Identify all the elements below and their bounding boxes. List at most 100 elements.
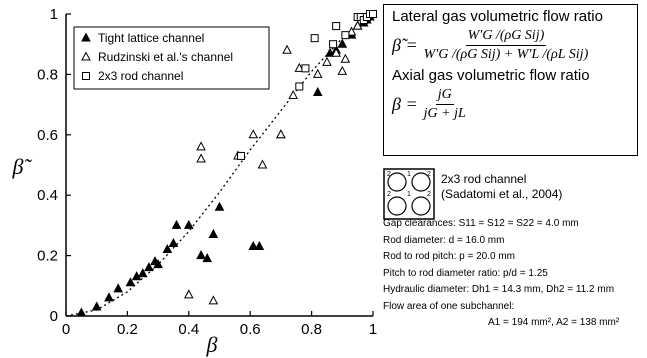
spec-gap-clearances: Gap clearances: S11 = S12 = S22 = 4.0 mm [383, 218, 579, 229]
rudzinski-point [337, 65, 348, 75]
rudzinski-point [196, 141, 206, 151]
formula-box: Lateral gas volumetric flow ratio β̃ = W… [383, 4, 638, 156]
tight-lattice-point [248, 240, 259, 251]
legend-label-2x3: 2x3 rod channel [98, 69, 183, 83]
rod-2x3-point [236, 151, 245, 160]
rudzinski-point [331, 47, 341, 57]
x-tick-label: 0.4 [178, 321, 199, 338]
tight-lattice-point [153, 259, 163, 269]
rudzinski-point [340, 53, 351, 63]
axial-ratio-lhs: β = [392, 94, 418, 114]
x-tick-label: 1 [369, 321, 377, 338]
tight-lattice-point [113, 283, 124, 293]
tight-lattice-point [162, 243, 173, 254]
rod-2x3-point [369, 10, 377, 18]
rod-channel-diagram: 2 1 2 2 1 2 [383, 168, 435, 220]
spec-rod-pitch: Rod to rod pitch: p = 20.0 mm [383, 251, 516, 262]
axial-ratio-equation: β = jG jG + jL [392, 87, 629, 122]
rod-circle [387, 196, 407, 216]
subchannel-label: 2 [387, 191, 391, 198]
tight-lattice-point [144, 262, 154, 272]
rudzinski-point [312, 68, 323, 78]
rod-2x3-point [332, 22, 341, 31]
subchannel-label: 2 [427, 191, 431, 198]
lateral-ratio-denominator: W′G /(ρG Sij) + W′L /(ρL Sij) [423, 47, 589, 62]
tight-lattice-point [183, 219, 194, 229]
y-tick-label: 0 [50, 308, 58, 325]
tight-lattice-point [168, 237, 179, 248]
legend-label-rudzinski: Rudzinski et al.'s channel [98, 50, 233, 64]
legend-marker-rudzinski [81, 51, 91, 61]
rod-circle [411, 172, 431, 192]
rod-2x3-point [301, 64, 310, 73]
trend-line [65, 13, 374, 317]
x-tick-label: 0.6 [240, 321, 261, 338]
spec-pitch-ratio: Pitch to rod diameter ratio: p/d = 1.25 [383, 267, 548, 279]
legend-marker-2x3 [82, 72, 90, 80]
rudzinski-point [294, 62, 305, 72]
subchannel-label: 1 [407, 171, 411, 178]
tight-lattice-point [91, 301, 102, 311]
tight-lattice-point [202, 253, 213, 263]
subchannel-label: 2 [387, 171, 391, 178]
tight-lattice-point [312, 86, 323, 97]
rudzinski-point [257, 159, 268, 169]
tight-lattice-point [337, 38, 348, 48]
rudzinski-point [208, 295, 219, 305]
tight-lattice-point [76, 307, 87, 317]
y-tick-label: 0.8 [37, 66, 58, 83]
axial-ratio-denominator: jG + jL [423, 106, 466, 121]
rudzinski-point [248, 129, 259, 139]
axial-ratio-fraction: jG jG + jL [422, 87, 468, 122]
plot-area: 0 0.2 0.4 0.6 0.8 1 0 0.2 0.4 0.6 0.8 1 [37, 6, 377, 338]
rod-channel-source: (Sadatomi et al., 2004) [441, 187, 563, 201]
tight-lattice-point [254, 240, 265, 251]
tight-lattice-point [196, 250, 206, 260]
rudzinski-point [352, 20, 363, 30]
tight-lattice-point [208, 228, 219, 238]
x-tick-label: 0 [62, 321, 70, 338]
subchannel-label: 1 [407, 191, 411, 198]
tight-lattice-point [125, 277, 136, 287]
tight-lattice-point [137, 268, 148, 278]
rod-2x3-point [310, 34, 319, 43]
rod-circle [411, 196, 431, 216]
lateral-ratio-equation: β̃ = W′G /(ρG Sij) W′G /(ρG Sij) + W′L /… [392, 28, 629, 63]
legend-box [73, 26, 270, 90]
tight-lattice-point [171, 219, 182, 229]
rod-2x3-point [295, 82, 304, 91]
spec-hydraulic-diameter: Hydraulic diameter: Dh1 = 14.3 mm, Dh2 =… [383, 284, 615, 295]
rudzinski-point [322, 56, 332, 66]
subchannel-label: 2 [427, 171, 431, 178]
legend: Tight lattice channel Rudzinski et al.'s… [73, 26, 270, 90]
channel-outline [383, 168, 435, 220]
spec-flow-area-values: A1 = 194 mm², A2 = 138 mm² [488, 317, 620, 328]
x-tick-label: 0.8 [301, 321, 322, 338]
rudzinski-point [183, 289, 194, 299]
spec-flow-area-label: Flow area of one subchannel: [383, 300, 515, 312]
rudzinski-point [288, 89, 299, 100]
rudzinski-point [282, 44, 292, 54]
x-axis-label: β [206, 332, 218, 357]
rudzinski-point [196, 153, 206, 163]
rudzinski-point [346, 26, 357, 36]
scatter-chart: 0 0.2 0.4 0.6 0.8 1 0 0.2 0.4 0.6 0.8 1 Tight latti… [12, 6, 378, 357]
spec-rod-diameter: Rod diameter: d = 16.0 mm [383, 234, 505, 246]
channel-specs: Gap clearances: S11 = S12 = S22 = 4.0 mm… [383, 216, 619, 332]
y-tick-label: 0.4 [37, 187, 58, 204]
lateral-ratio-numerator: W′G /(ρG Sij) [465, 28, 547, 46]
y-tick-label: 1 [50, 6, 58, 23]
rod-circle [387, 172, 407, 192]
axial-ratio-numerator: jG [435, 87, 454, 105]
legend-marker-tight [81, 32, 91, 42]
y-tick-label: 0.6 [37, 127, 58, 144]
rod-channel-caption: 2x3 rod channel (Sadatomi et al., 2004) [441, 172, 562, 202]
rod-2x3-point [341, 31, 350, 40]
x-tick-label: 0.2 [117, 321, 138, 338]
lateral-ratio-lhs: β̃ = [392, 35, 418, 55]
lateral-ratio-fraction: W′G /(ρG Sij) W′G /(ρG Sij) + W′L /(ρL S… [422, 28, 591, 63]
rod-2x3-point [329, 40, 338, 49]
legend-label-tight: Tight lattice channel [98, 31, 204, 45]
axial-ratio-title: Axial gas volumetric flow ratio [392, 67, 590, 84]
rod-channel-title: 2x3 rod channel [441, 172, 527, 186]
